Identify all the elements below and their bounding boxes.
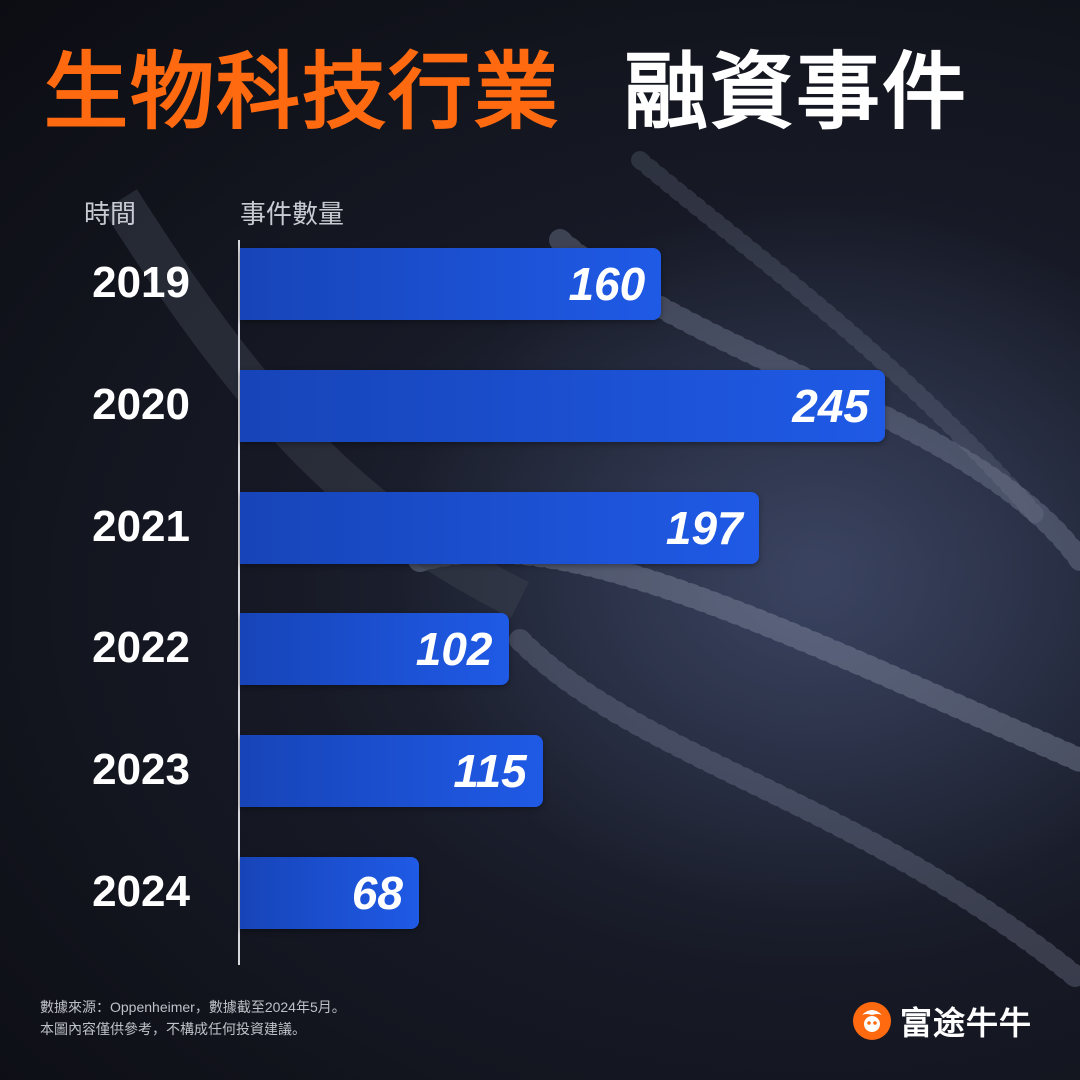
year-label: 2024 xyxy=(92,867,190,916)
bar-value-label: 160 xyxy=(568,258,646,310)
year-label: 2021 xyxy=(92,501,190,551)
time-column-label: 時間 xyxy=(84,199,137,229)
title-main: 融資事件 xyxy=(624,44,969,139)
source-note: 數據來源：Oppenheimer，數據截至2024年5月。 xyxy=(40,999,346,1015)
bar-value-label: 245 xyxy=(792,379,869,432)
bar-value-label: 68 xyxy=(351,867,404,919)
bar: 115 xyxy=(240,735,543,808)
disclaimer-note: 本圖內容僅供參考，不構成任何投資建議。 xyxy=(40,1021,306,1037)
year-label: 2022 xyxy=(92,623,190,673)
chart-title: 生物科技行業 融資事件 xyxy=(44,30,968,140)
futu-logo-icon xyxy=(853,1002,891,1040)
brand-name: 富途牛牛 xyxy=(900,1005,1033,1041)
bar: 245 xyxy=(240,369,885,442)
year-label: 2023 xyxy=(92,745,190,795)
year-label: 2019 xyxy=(92,258,190,307)
bar: 102 xyxy=(240,613,509,686)
year-label: 2020 xyxy=(92,379,190,429)
bar: 68 xyxy=(240,857,420,929)
bar-value-label: 102 xyxy=(415,623,493,676)
y-axis-line xyxy=(238,240,240,965)
bar-value-label: 115 xyxy=(453,745,527,798)
brand: 富途牛牛 xyxy=(852,998,1032,1044)
count-column-label: 事件數量 xyxy=(240,199,345,229)
bar: 197 xyxy=(240,491,759,564)
footnote: 數據來源：Oppenheimer，數據截至2024年5月。 本圖內容僅供參考，不… xyxy=(40,996,346,1040)
title-highlight: 生物科技行業 xyxy=(44,44,561,139)
bar: 160 xyxy=(240,248,662,320)
bar-value-label: 197 xyxy=(665,501,743,554)
